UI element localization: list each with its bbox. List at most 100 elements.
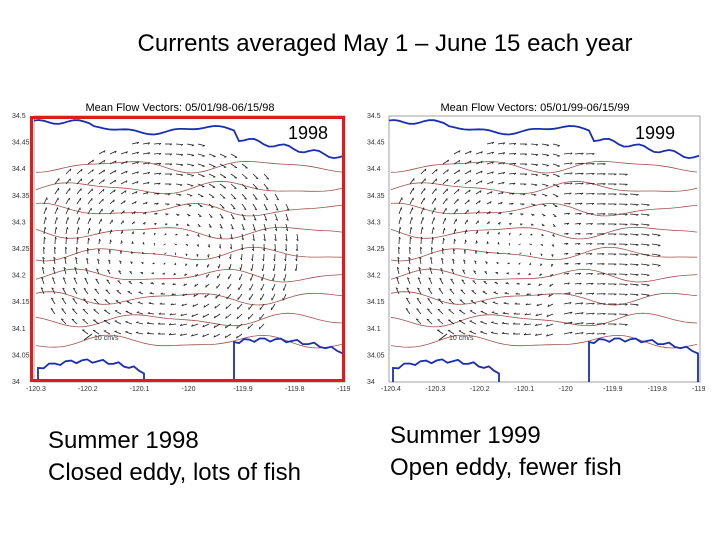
vector-head: [489, 211, 491, 214]
flow-vector: [142, 152, 150, 155]
vector-head: [557, 145, 560, 147]
vector-head: [191, 314, 194, 317]
vector-head: [73, 277, 77, 280]
flow-vector: [563, 321, 573, 325]
flow-vector: [419, 257, 422, 265]
flow-vector: [438, 298, 444, 305]
vector-head: [283, 278, 285, 281]
vector-head: [191, 334, 194, 337]
vector-head: [518, 262, 521, 265]
flow-vector: [114, 330, 122, 335]
vector-head: [552, 235, 555, 237]
flow-vector: [87, 228, 90, 235]
flow-vector: [98, 208, 103, 215]
y-tick-label: 34.35: [12, 193, 30, 200]
flow-vector: [452, 258, 455, 265]
vector-head: [526, 293, 529, 296]
vector-head: [186, 234, 189, 237]
flow-vector: [546, 323, 554, 327]
flow-vector: [51, 287, 56, 295]
flow-vector: [475, 190, 482, 195]
flow-vector: [126, 301, 133, 305]
bathymetry-contour: [35, 334, 343, 349]
vector-head: [282, 288, 285, 291]
flow-vector: [61, 297, 67, 305]
vector-head: [524, 313, 527, 316]
vector-head: [208, 235, 211, 238]
year-label-1998: 1998: [288, 123, 329, 143]
flow-vector: [629, 263, 639, 266]
vector-head: [181, 303, 184, 306]
flow-vector: [549, 283, 554, 287]
flow-vector: [76, 207, 81, 215]
flow-vector: [273, 263, 276, 271]
scale-label: 10 cm/s: [449, 335, 474, 342]
vector-head: [145, 202, 148, 205]
vector-head: [614, 323, 617, 326]
flow-vector: [475, 151, 483, 155]
flow-vector: [237, 293, 243, 300]
vector-head: [465, 239, 467, 243]
flow-vector: [263, 203, 268, 211]
year-label-1999: 1999: [635, 123, 676, 143]
vector-head: [236, 326, 238, 329]
flow-vector: [458, 309, 466, 315]
flow-vector: [93, 319, 100, 325]
vector-head: [164, 233, 167, 236]
vector-head: [418, 267, 421, 270]
flow-vector: [563, 162, 573, 165]
vector-head: [73, 287, 76, 290]
vector-head: [247, 316, 250, 320]
flow-vector: [453, 228, 456, 235]
vector-head: [498, 242, 500, 245]
flow-vector: [574, 233, 581, 235]
flow-vector: [175, 143, 184, 145]
vector-head: [146, 192, 149, 195]
vector-head: [452, 258, 455, 261]
flow-vector: [153, 153, 162, 155]
north-coastline: [33, 119, 345, 160]
flow-vector: [197, 203, 203, 207]
flow-vector: [236, 313, 243, 320]
vector-head: [258, 326, 261, 330]
flow-vector: [464, 249, 466, 255]
vector-head: [147, 162, 151, 165]
scale-arrow: [83, 333, 93, 341]
flow-vector: [62, 277, 67, 285]
flow-vector: [585, 183, 595, 185]
flow-vector: [508, 172, 517, 175]
vector-head: [125, 320, 128, 323]
vector-head: [147, 311, 151, 314]
flow-vector: [448, 298, 455, 305]
vector-head: [42, 256, 45, 260]
vector-head: [167, 203, 170, 206]
flow-vector: [552, 153, 560, 157]
flow-vector: [54, 227, 57, 235]
flow-vector: [563, 222, 569, 225]
vector-head: [197, 225, 201, 227]
flow-vector: [651, 233, 661, 236]
y-tick-label: 34.25: [367, 246, 385, 253]
vector-head: [567, 212, 570, 215]
flow-vector: [461, 279, 466, 285]
flow-vector: [420, 217, 424, 225]
flow-vector: [230, 203, 236, 210]
plot-area: [388, 115, 701, 383]
flow-vector: [541, 163, 549, 166]
vector-head: [473, 270, 476, 272]
vector-head: [177, 204, 181, 207]
flow-vector: [83, 298, 89, 305]
flow-vector: [508, 153, 517, 155]
vector-head: [590, 273, 593, 276]
flow-vector: [252, 193, 258, 200]
flow-vector: [640, 233, 650, 236]
vector-head: [539, 273, 541, 276]
flow-vector: [438, 288, 444, 295]
vector-head: [397, 266, 400, 270]
vector-head: [78, 217, 81, 220]
vector-head: [148, 301, 152, 304]
vector-head: [511, 202, 514, 205]
flow-vector: [475, 180, 483, 185]
flow-vector: [98, 159, 106, 165]
vector-head: [190, 185, 194, 187]
